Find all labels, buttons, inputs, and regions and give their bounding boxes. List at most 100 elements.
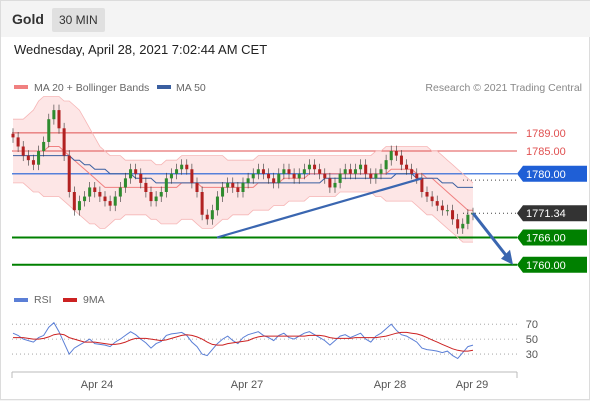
candle-body — [42, 141, 46, 152]
legend-label-9ma: 9MA — [83, 294, 105, 306]
candle-body — [139, 173, 143, 183]
candle-body — [67, 155, 71, 192]
level-label-support: 1760.00 — [526, 260, 566, 272]
candle-body — [103, 196, 107, 202]
x-tick-apr-24: Apr 24 — [81, 379, 113, 391]
candle-body — [456, 219, 460, 229]
candle-body — [72, 192, 76, 211]
candle-body — [93, 187, 97, 192]
candle-body — [405, 164, 409, 170]
candle-body — [379, 169, 383, 174]
candle-body — [359, 164, 363, 170]
candle-body — [451, 210, 455, 220]
candle-body — [164, 178, 168, 192]
candle-body — [21, 146, 25, 156]
candle-body — [134, 169, 138, 174]
candle-body — [16, 137, 20, 147]
candle-body — [287, 169, 291, 174]
candle-body — [88, 187, 92, 197]
legend-label-ma50: MA 50 — [176, 82, 206, 94]
candle-body — [389, 151, 393, 161]
legend-swatch-9ma — [63, 298, 77, 302]
candle-body — [333, 182, 337, 188]
rsi-y-tick: 50 — [526, 334, 538, 346]
legend-label-rsi: RSI — [34, 294, 52, 306]
candle-body — [77, 201, 81, 211]
candle-body — [445, 210, 449, 212]
candle-body — [231, 182, 235, 188]
candle-body — [221, 187, 225, 197]
candle-body — [236, 187, 240, 192]
legend-swatch-ma50 — [157, 85, 171, 89]
forecast-arrow-head — [501, 249, 513, 265]
forecast-arrow-shaft — [471, 212, 510, 259]
candle-body — [154, 196, 158, 202]
candle-body — [267, 173, 271, 179]
level-label-last: 1771.34 — [526, 208, 566, 220]
candle-body — [399, 155, 403, 165]
candle-body — [410, 169, 414, 174]
source-credit: Research © 2021 Trading Central — [425, 82, 582, 94]
candle-body — [37, 151, 41, 165]
candle-body — [261, 169, 265, 174]
candle-body — [328, 178, 332, 188]
candle-body — [348, 169, 352, 174]
candle-body — [190, 169, 194, 183]
candle-body — [215, 196, 219, 211]
legend-label-bollinger: MA 20 + Bollinger Bands — [34, 82, 149, 94]
rsi-y-tick: 70 — [526, 319, 538, 331]
header-bar: Gold 30 MIN — [1, 1, 590, 37]
candle-body — [440, 205, 444, 211]
rsi-ma-line — [13, 331, 474, 352]
candle-body — [241, 182, 245, 192]
trendline — [216, 177, 423, 239]
candle-body — [31, 160, 35, 165]
candle-body — [11, 133, 15, 138]
candle-body — [185, 164, 189, 170]
candle-body — [353, 169, 357, 174]
candle-body — [113, 196, 117, 206]
candle-body — [313, 164, 317, 170]
candle-body — [369, 173, 373, 179]
level-label-support: 1766.00 — [526, 233, 566, 245]
candle-body — [430, 196, 434, 202]
candle-body — [26, 155, 30, 161]
level-tag-support — [517, 229, 587, 246]
x-tick-apr-29: Apr 29 — [456, 379, 488, 391]
price-plot: 1789.00 1785.00 1780.00 1771.34 1766.00 1760.… — [11, 96, 587, 273]
candle-body — [200, 192, 204, 215]
candle-body — [175, 169, 179, 174]
candle-body — [297, 173, 301, 179]
candle-body — [466, 214, 470, 224]
candle-body — [277, 173, 281, 183]
candle-body — [338, 173, 342, 183]
candle-body — [343, 169, 347, 174]
candle-body — [83, 196, 87, 202]
symbol-title: Gold — [12, 11, 44, 27]
timeframe-badge[interactable]: 30 MIN — [52, 8, 105, 32]
candle-body — [129, 169, 133, 179]
candle-body — [98, 192, 102, 197]
candle-body — [272, 178, 276, 183]
candle-body — [251, 173, 255, 179]
level-label-resistance: 1789.00 — [526, 128, 566, 140]
candle-body — [435, 201, 439, 206]
legend-swatch-rsi — [14, 298, 28, 302]
bollinger-lower-line — [13, 182, 473, 243]
rsi-line — [12, 321, 474, 360]
candle-body — [425, 192, 429, 197]
rsi-plot: 70 50 30 — [12, 319, 538, 361]
rsi-y-tick: 30 — [526, 349, 538, 361]
candle-body — [210, 210, 214, 220]
candle-body — [47, 119, 51, 142]
candle-body — [394, 151, 398, 156]
candle-body — [282, 169, 286, 174]
candle-body — [292, 173, 296, 179]
candle-body — [123, 178, 127, 188]
candle-body — [118, 187, 122, 197]
candle-body — [226, 182, 230, 188]
candle-body — [461, 223, 465, 229]
candle-body — [256, 169, 260, 174]
